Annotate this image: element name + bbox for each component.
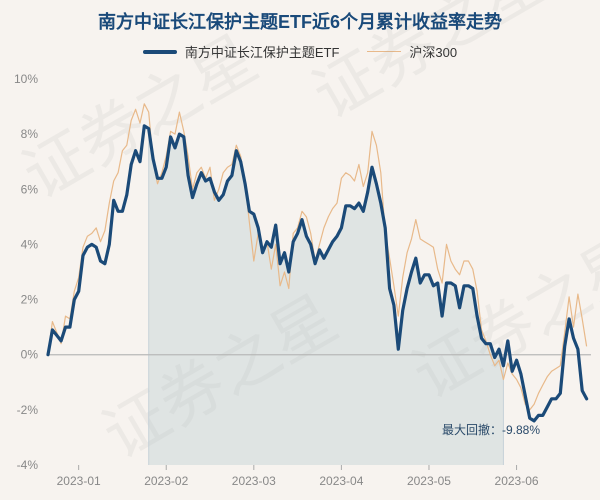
x-tick-label: 2023-04 (319, 474, 363, 488)
legend-label-index: 沪深300 (409, 45, 458, 60)
legend-item-index[interactable]: 沪深300 (367, 42, 457, 61)
shaded-area (148, 128, 504, 465)
max-drawdown-annotation: 最大回撤：-9.88% (442, 422, 540, 437)
x-tick-label: 2023-01 (57, 474, 101, 488)
x-axis-ticks: 2023-01 2023-02 2023-03 2023-04 2023-05 2023-… (57, 465, 539, 488)
legend-swatch-fund (142, 49, 177, 54)
x-tick-label: 2023-02 (144, 474, 188, 488)
y-tick-label: -4% (17, 458, 39, 472)
x-tick-label: 2023-03 (232, 474, 276, 488)
y-tick-label: 2% (21, 293, 39, 307)
y-tick-label: 8% (21, 127, 39, 141)
x-tick-label: 2023-05 (407, 474, 451, 488)
chart-legend: 南方中证长江保护主题ETF 沪深300 (0, 42, 600, 61)
series-line-fund (46, 124, 589, 423)
y-tick-label: 6% (21, 182, 39, 196)
y-tick-label: 10% (14, 72, 38, 86)
y-tick-label: 4% (21, 237, 39, 251)
y-tick-label: -2% (17, 403, 39, 417)
y-axis-ticks: -4% -2% 0% 2% 4% 6% 8% 10% (14, 72, 38, 472)
y-tick-label: 0% (21, 348, 39, 362)
watermark-text: 证券之星 (301, 0, 560, 134)
legend-swatch-index (367, 51, 402, 52)
legend-item-fund[interactable]: 南方中证长江保护主题ETF (142, 42, 340, 61)
x-tick-label: 2023-06 (495, 474, 539, 488)
legend-label-fund: 南方中证长江保护主题ETF (184, 45, 340, 60)
chart-title: 南方中证长江保护主题ETF近6个月累计收益率走势 (97, 12, 502, 32)
